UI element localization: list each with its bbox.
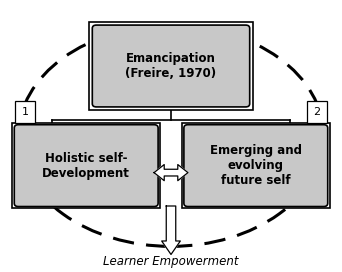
Polygon shape [154, 165, 188, 181]
Text: 2: 2 [313, 107, 320, 117]
FancyBboxPatch shape [92, 25, 250, 107]
Polygon shape [162, 206, 180, 255]
Text: Holistic self-
Development: Holistic self- Development [42, 152, 130, 180]
Text: Emerging and
evolving
future self: Emerging and evolving future self [210, 144, 302, 187]
FancyBboxPatch shape [12, 123, 160, 208]
FancyBboxPatch shape [89, 22, 253, 110]
FancyBboxPatch shape [182, 123, 330, 208]
Text: Learner Empowerment: Learner Empowerment [103, 255, 239, 268]
FancyBboxPatch shape [184, 125, 328, 206]
FancyBboxPatch shape [14, 125, 158, 206]
Text: 1: 1 [22, 107, 29, 117]
Text: Emancipation
(Freire, 1970): Emancipation (Freire, 1970) [126, 52, 216, 80]
FancyBboxPatch shape [15, 101, 35, 123]
FancyBboxPatch shape [307, 101, 327, 123]
